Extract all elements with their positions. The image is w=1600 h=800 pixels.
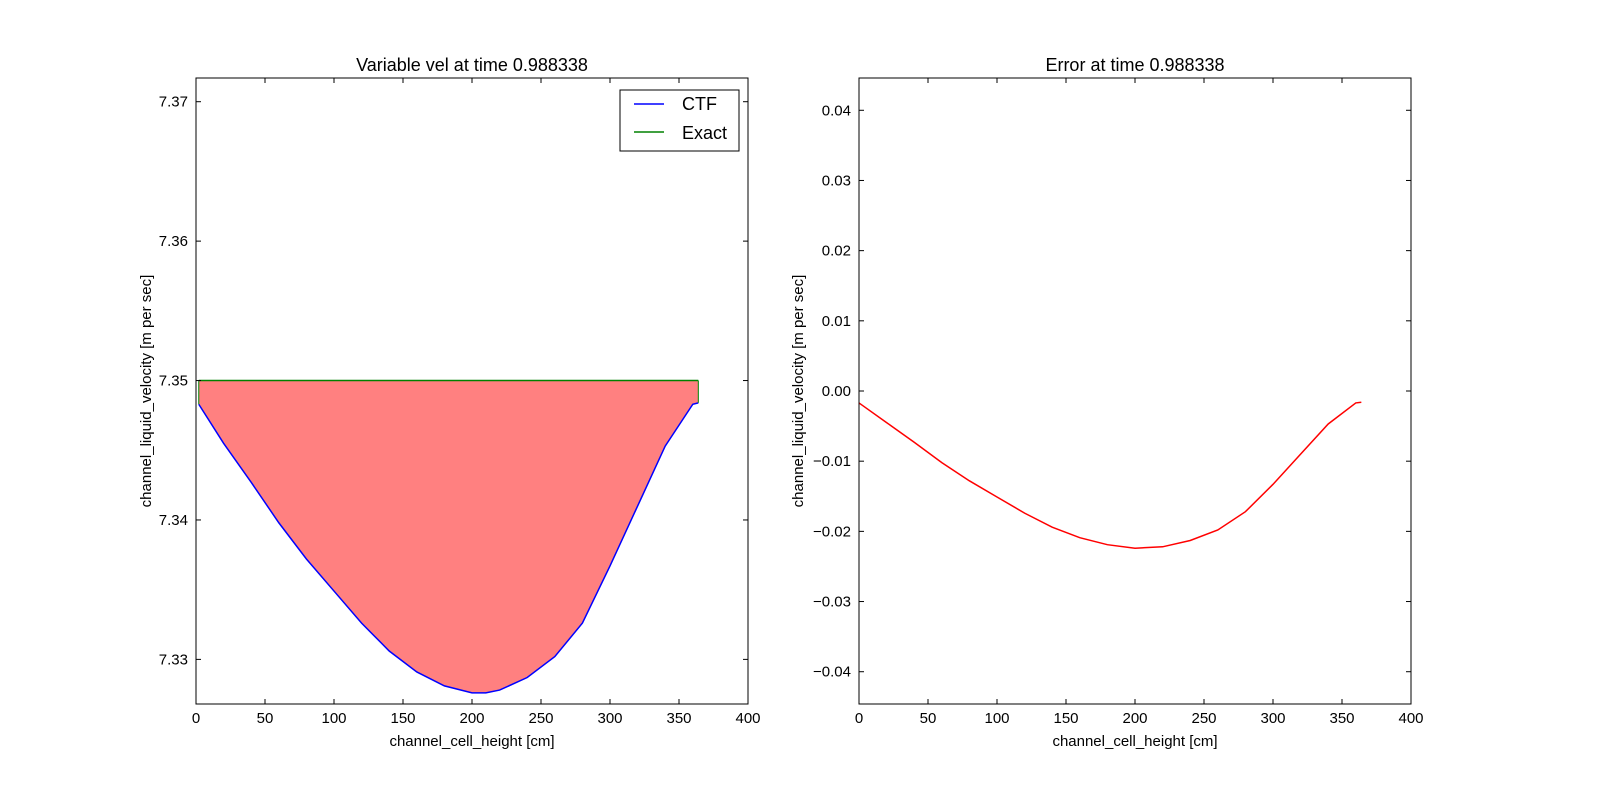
x-tick-label: 300 <box>597 710 622 727</box>
y-tick-label: 7.33 <box>159 651 188 668</box>
x-tick-label: 0 <box>855 710 863 727</box>
legend: CTF Exact <box>619 89 740 152</box>
x-tick-label: 100 <box>321 710 346 727</box>
x-tick-label: 200 <box>459 710 484 727</box>
y-tick-label: −0.03 <box>813 594 851 611</box>
x-axis-label: channel_cell_height [cm] <box>389 733 554 750</box>
plot-frame <box>858 77 1412 705</box>
x-tick-label: 0 <box>192 710 200 727</box>
x-tick-label: 400 <box>1398 710 1423 727</box>
y-tick-label: 0.00 <box>822 383 851 400</box>
x-tick-label: 350 <box>1329 710 1354 727</box>
x-tick-label: 350 <box>666 710 691 727</box>
legend-label-ctf: CTF <box>682 94 717 114</box>
x-tick-label: 300 <box>1260 710 1285 727</box>
x-tick-label: 150 <box>390 710 415 727</box>
y-tick-label: 0.03 <box>822 172 851 189</box>
fill-between-area <box>198 380 699 693</box>
x-axis-label: channel_cell_height [cm] <box>1052 733 1217 750</box>
x-tick-label: 200 <box>1122 710 1147 727</box>
x-tick-label: 250 <box>1191 710 1216 727</box>
chart-title: Variable vel at time 0.988338 <box>356 55 588 75</box>
legend-label-exact: Exact <box>682 123 727 143</box>
y-tick-label: −0.04 <box>813 664 851 681</box>
velocity-chart: Variable vel at time 0.988338 channel_ce… <box>138 55 761 750</box>
y-tick-label: 7.35 <box>159 373 188 390</box>
x-tick-label: 250 <box>528 710 553 727</box>
y-tick-label: 0.02 <box>822 243 851 260</box>
y-tick-label: 7.34 <box>159 512 188 529</box>
y-tick-label: −0.02 <box>813 523 851 540</box>
x-tick-label: 100 <box>984 710 1009 727</box>
y-tick-label: −0.01 <box>813 453 851 470</box>
y-tick-label: 7.36 <box>159 233 188 250</box>
y-tick-label: 0.04 <box>822 102 851 119</box>
x-tick-label: 50 <box>920 710 937 727</box>
x-tick-label: 150 <box>1053 710 1078 727</box>
y-tick-label: 0.01 <box>822 313 851 330</box>
plot-frame <box>195 77 749 705</box>
y-axis-label: channel_liquid_velocity [m per sec] <box>138 275 155 508</box>
y-axis-label: channel_liquid_velocity [m per sec] <box>790 275 807 508</box>
chart-title: Error at time 0.988338 <box>1045 55 1224 75</box>
y-tick-label: 7.37 <box>159 94 188 111</box>
x-tick-label: 400 <box>735 710 760 727</box>
series-line-error <box>858 401 1362 549</box>
series-line-ctf <box>198 402 699 694</box>
x-tick-label: 50 <box>257 710 274 727</box>
legend-box <box>619 89 740 152</box>
error-chart: Error at time 0.988338 channel_cell_heig… <box>790 55 1424 750</box>
